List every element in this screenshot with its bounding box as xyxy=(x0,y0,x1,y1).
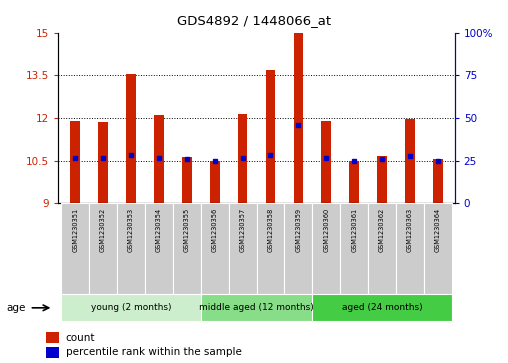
Bar xyxy=(46,333,59,343)
Text: GSM1230353: GSM1230353 xyxy=(128,208,134,252)
Text: GSM1230357: GSM1230357 xyxy=(240,208,245,252)
Bar xyxy=(284,203,312,294)
Bar xyxy=(201,294,312,321)
Text: GSM1230351: GSM1230351 xyxy=(72,208,78,252)
Text: percentile rank within the sample: percentile rank within the sample xyxy=(66,347,241,358)
Text: GSM1230359: GSM1230359 xyxy=(295,208,301,252)
Bar xyxy=(424,203,452,294)
Bar xyxy=(340,203,368,294)
Bar xyxy=(70,121,80,203)
Bar xyxy=(433,159,443,203)
Bar xyxy=(201,203,229,294)
Bar xyxy=(182,157,192,203)
Bar xyxy=(89,203,117,294)
Text: count: count xyxy=(66,333,95,343)
Text: middle aged (12 months): middle aged (12 months) xyxy=(199,303,314,312)
Bar xyxy=(312,203,340,294)
Bar xyxy=(350,160,359,203)
Text: aged (24 months): aged (24 months) xyxy=(342,303,423,312)
Text: age: age xyxy=(6,303,25,313)
Text: GSM1230356: GSM1230356 xyxy=(212,208,218,252)
Bar xyxy=(266,70,275,203)
Bar xyxy=(173,203,201,294)
Bar xyxy=(368,203,396,294)
Bar xyxy=(46,347,59,358)
Bar xyxy=(238,114,247,203)
Text: GSM1230354: GSM1230354 xyxy=(156,208,162,252)
Text: GSM1230355: GSM1230355 xyxy=(184,208,190,252)
Text: young (2 months): young (2 months) xyxy=(91,303,171,312)
Bar xyxy=(294,33,303,203)
Bar xyxy=(61,294,201,321)
Bar xyxy=(145,203,173,294)
Text: GSM1230352: GSM1230352 xyxy=(100,208,106,252)
Bar xyxy=(126,74,136,203)
Bar xyxy=(210,162,219,203)
Text: GSM1230358: GSM1230358 xyxy=(268,208,273,252)
Text: GDS4892 / 1448066_at: GDS4892 / 1448066_at xyxy=(177,15,331,28)
Text: GSM1230360: GSM1230360 xyxy=(323,208,329,252)
Bar xyxy=(257,203,284,294)
Bar xyxy=(396,203,424,294)
Bar xyxy=(117,203,145,294)
Bar xyxy=(377,156,387,203)
Bar xyxy=(61,203,89,294)
Bar xyxy=(405,119,415,203)
Text: GSM1230364: GSM1230364 xyxy=(435,208,441,252)
Text: GSM1230362: GSM1230362 xyxy=(379,208,385,252)
Bar xyxy=(312,294,452,321)
Text: GSM1230363: GSM1230363 xyxy=(407,208,413,252)
Bar xyxy=(322,121,331,203)
Bar xyxy=(98,122,108,203)
Text: GSM1230361: GSM1230361 xyxy=(351,208,357,252)
Bar xyxy=(154,115,164,203)
Bar xyxy=(229,203,257,294)
